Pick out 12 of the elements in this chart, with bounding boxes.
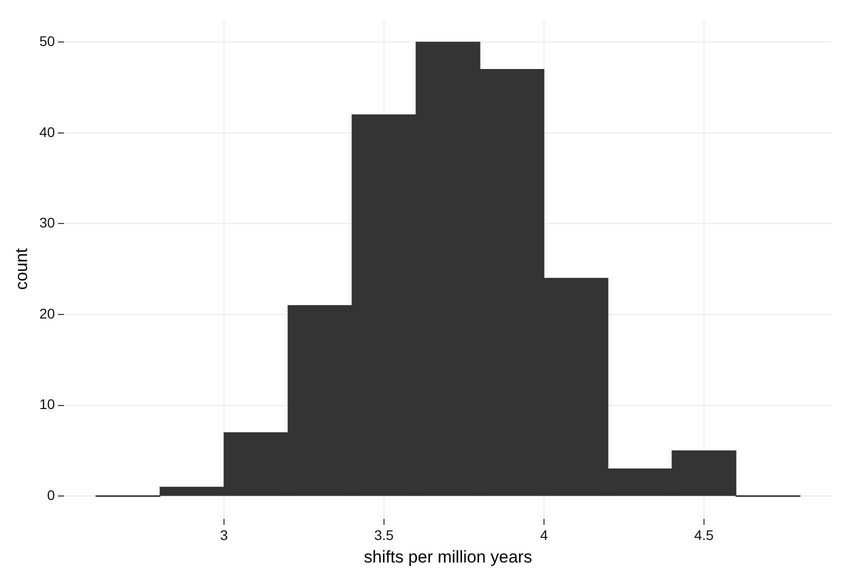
x-tick-label: 3 [220,527,228,544]
x-tick-label: 4 [540,527,548,544]
x-tick-label: 3.5 [374,527,394,544]
y-tick-label: 20 [39,305,56,322]
y-axis-title: count [12,248,31,290]
y-tick-label: 30 [39,214,56,231]
x-axis-title: shifts per million years [364,547,532,566]
x-tick-label: 4.5 [694,527,714,544]
y-tick-label: 10 [39,396,56,412]
y-tick-label: 0 [47,486,56,503]
y-tick-label: 40 [39,124,56,140]
y-tick-label: 50 [39,32,56,49]
